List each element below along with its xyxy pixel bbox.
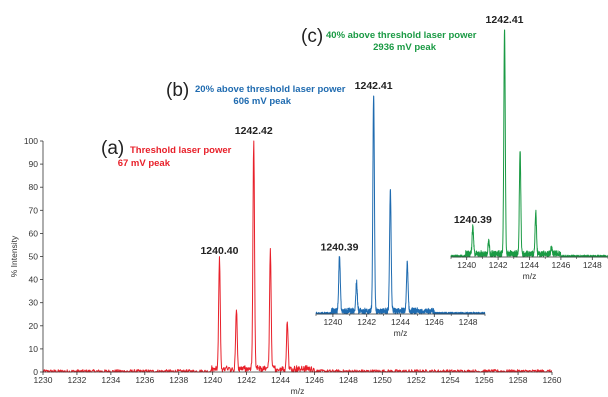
spectrum-b: 1240 1242 1244 1246 1248 m/z 1240.39 1242.41 (b)…	[166, 80, 486, 342]
x-tick-label-c: 1248	[583, 260, 602, 270]
condition-label-b: 20% above threshold laser power	[195, 84, 346, 95]
panel-c-background	[451, 28, 608, 285]
x-axis-label-b: m/z	[394, 328, 408, 338]
x-tick-label-b: 1248	[459, 317, 478, 327]
x-tick-label-c: 1240	[457, 260, 476, 270]
y-tick-label-a: 20	[29, 321, 39, 331]
y-tick-label-a: 100	[24, 136, 38, 146]
x-tick-label-a: 1230	[34, 375, 53, 385]
peak-label-a: 1240.40	[200, 245, 238, 257]
y-tick-label-a: 0	[33, 367, 38, 377]
x-axis-label-c: m/z	[523, 271, 537, 281]
laser-power-label-c: 2936 mV peak	[373, 42, 437, 53]
condition-label-c: 40% above threshold laser power	[326, 30, 477, 41]
x-tick-label-c: 1246	[551, 260, 570, 270]
peak-label-a: 1242.42	[235, 125, 273, 137]
x-tick-label-a: 1258	[509, 375, 528, 385]
y-tick-label-a: 60	[29, 228, 39, 238]
y-tick-label-a: 50	[29, 252, 39, 262]
y-tick-label-a: 70	[29, 205, 39, 215]
x-tick-label-b: 1242	[357, 317, 376, 327]
y-tick-label-a: 40	[29, 275, 39, 285]
x-tick-label-a: 1232	[67, 375, 86, 385]
peak-label-c: 1240.39	[454, 214, 492, 226]
x-tick-label-a: 1246	[305, 375, 324, 385]
x-tick-label-b: 1246	[425, 317, 444, 327]
x-tick-label-a: 1242	[237, 375, 256, 385]
x-tick-label-b: 1240	[323, 317, 342, 327]
x-tick-label-a: 1240	[203, 375, 222, 385]
peak-label-b: 1240.39	[321, 241, 359, 253]
y-tick-label-a: 80	[29, 182, 39, 192]
x-tick-label-a: 1234	[101, 375, 120, 385]
x-tick-label-a: 1238	[169, 375, 188, 385]
spectrum-a: 1230 1232 1234 1236 1238 1240 1242 1244 1246 1248…	[9, 125, 562, 396]
y-tick-label-a: 10	[29, 344, 39, 354]
panel-letter-b: (b)	[166, 80, 189, 101]
x-tick-label-a: 1248	[339, 375, 358, 385]
x-tick-label-a: 1252	[407, 375, 426, 385]
y-tick-label-a: 30	[29, 298, 39, 308]
panel-letter-c: (c)	[301, 26, 323, 47]
x-tick-label-a: 1244	[271, 375, 290, 385]
x-axis-label-a: m/z	[291, 386, 305, 396]
y-axis-label-a: % Intensity	[9, 235, 19, 277]
condition-label-a: Threshold laser power	[130, 145, 232, 156]
peak-label-c: 1242.41	[486, 14, 524, 26]
x-tick-label-a: 1260	[543, 375, 562, 385]
spectrum-c: 1240 1242 1244 1246 1248 m/z 1240.39 1242.41 (c)…	[301, 14, 608, 285]
x-tick-label-a: 1250	[373, 375, 392, 385]
x-tick-label-c: 1244	[520, 260, 539, 270]
x-tick-label-a: 1254	[441, 375, 460, 385]
x-tick-label-b: 1244	[391, 317, 410, 327]
spectrum-c-trace	[450, 29, 608, 258]
laser-power-label-a: 67 mV peak	[118, 158, 171, 169]
laser-power-label-b: 606 mV peak	[233, 96, 291, 107]
x-tick-label-c: 1242	[489, 260, 508, 270]
y-tick-label-a: 90	[29, 159, 39, 169]
panel-letter-a: (a)	[101, 138, 124, 159]
x-tick-label-a: 1256	[475, 375, 494, 385]
x-tick-label-a: 1236	[135, 375, 154, 385]
peak-label-b: 1242.41	[355, 80, 393, 92]
